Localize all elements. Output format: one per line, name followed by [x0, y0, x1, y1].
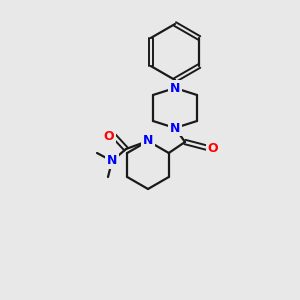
Text: O: O — [208, 142, 218, 154]
Text: N: N — [170, 82, 180, 94]
Text: N: N — [107, 154, 117, 167]
Text: N: N — [170, 122, 180, 134]
Text: O: O — [104, 130, 114, 142]
Text: N: N — [143, 134, 153, 148]
